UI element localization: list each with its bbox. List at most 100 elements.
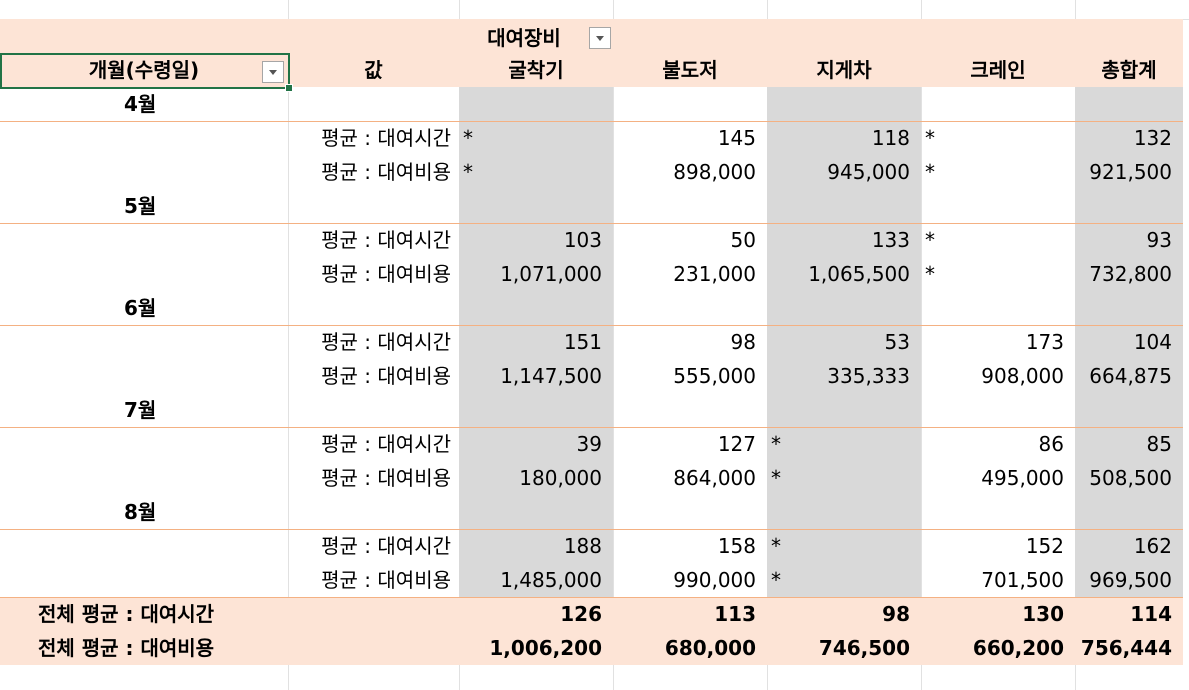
total-cell[interactable]: 98 xyxy=(882,602,910,626)
value-cell[interactable]: 945,000 xyxy=(827,160,910,184)
value-cell[interactable]: 701,500 xyxy=(981,568,1064,592)
column-header: 굴착기 xyxy=(508,58,564,82)
gridline xyxy=(613,0,614,690)
column-header: 불도저 xyxy=(662,58,718,82)
column-field-label: 대여장비 xyxy=(487,26,561,50)
month-divider xyxy=(0,223,1183,224)
value-cell[interactable]: 231,000 xyxy=(673,262,756,286)
total-cell[interactable]: 130 xyxy=(1022,602,1064,626)
values-header: 값 xyxy=(364,58,383,82)
column-highlight xyxy=(1075,87,1183,597)
measure-label: 평균 : 대여비용 xyxy=(321,466,451,490)
value-cell[interactable]: 50 xyxy=(730,228,756,252)
month-label[interactable]: 7월 xyxy=(124,398,157,422)
pivot-header-row-1: 대여장비 xyxy=(0,19,1183,53)
value-cell[interactable]: 132 xyxy=(1133,126,1172,150)
total-cell[interactable]: 756,444 xyxy=(1080,636,1172,660)
total-cell[interactable]: 660,200 xyxy=(972,636,1064,660)
value-cell[interactable]: 118 xyxy=(871,126,910,150)
column-highlight xyxy=(767,87,921,597)
total-cell[interactable]: 126 xyxy=(560,602,602,626)
value-cell[interactable]: 162 xyxy=(1133,534,1172,558)
value-cell[interactable]: 103 xyxy=(563,228,602,252)
value-cell[interactable]: 1,065,500 xyxy=(808,262,910,286)
total-cell[interactable]: 1,006,200 xyxy=(489,636,602,660)
value-cell[interactable]: * xyxy=(925,126,935,150)
value-cell[interactable]: 908,000 xyxy=(981,364,1064,388)
column-filter-dropdown-icon[interactable] xyxy=(589,27,611,49)
value-cell[interactable]: 104 xyxy=(1133,330,1172,354)
value-cell[interactable]: * xyxy=(771,466,781,490)
value-cell[interactable]: 173 xyxy=(1025,330,1064,354)
row-field-label: 개월(수령일) xyxy=(88,58,200,82)
value-cell[interactable]: 180,000 xyxy=(519,466,602,490)
value-cell[interactable]: 664,875 xyxy=(1089,364,1172,388)
value-cell[interactable]: * xyxy=(463,126,473,150)
grand-total-cost-row: 전체 평균 : 대여비용 1,006,200 680,000 746,500 6… xyxy=(0,631,1183,665)
value-cell[interactable]: 969,500 xyxy=(1089,568,1172,592)
value-cell[interactable]: 39 xyxy=(576,432,602,456)
value-cell[interactable]: * xyxy=(771,432,781,456)
value-cell[interactable]: 555,000 xyxy=(673,364,756,388)
value-cell[interactable]: 1,485,000 xyxy=(500,568,602,592)
value-cell[interactable]: * xyxy=(771,534,781,558)
month-label[interactable]: 8월 xyxy=(124,500,157,524)
column-header: 총합계 xyxy=(1101,58,1157,82)
value-cell[interactable]: 93 xyxy=(1146,228,1172,252)
value-cell[interactable]: 145 xyxy=(717,126,756,150)
value-cell[interactable]: * xyxy=(925,228,935,252)
measure-label: 평균 : 대여시간 xyxy=(321,330,451,354)
value-cell[interactable]: 508,500 xyxy=(1089,466,1172,490)
value-cell[interactable]: 158 xyxy=(717,534,756,558)
value-cell[interactable]: 1,071,000 xyxy=(500,262,602,286)
total-cell[interactable]: 680,000 xyxy=(664,636,756,660)
pivot-header-row-2: 개월(수령일) 값 굴착기 불도저 지게차 크레인 총합계 xyxy=(0,53,1183,87)
measure-label: 평균 : 대여비용 xyxy=(321,568,451,592)
value-cell[interactable]: 898,000 xyxy=(673,160,756,184)
total-cell[interactable]: 113 xyxy=(714,602,756,626)
column-header: 크레인 xyxy=(970,58,1026,82)
value-cell[interactable]: 127 xyxy=(717,432,756,456)
value-cell[interactable]: 86 xyxy=(1038,432,1064,456)
month-divider xyxy=(0,427,1183,428)
value-cell[interactable]: 990,000 xyxy=(673,568,756,592)
value-cell[interactable]: 921,500 xyxy=(1089,160,1172,184)
value-cell[interactable]: 335,333 xyxy=(827,364,910,388)
value-cell[interactable]: 495,000 xyxy=(981,466,1064,490)
measure-label: 평균 : 대여비용 xyxy=(321,262,451,286)
month-divider xyxy=(0,529,1183,530)
month-label[interactable]: 5월 xyxy=(124,194,157,218)
month-label[interactable]: 6월 xyxy=(124,296,157,320)
value-cell[interactable]: * xyxy=(925,160,935,184)
total-cell[interactable]: 746,500 xyxy=(818,636,910,660)
value-cell[interactable]: * xyxy=(463,160,473,184)
value-cell[interactable]: 864,000 xyxy=(673,466,756,490)
value-cell[interactable]: 732,800 xyxy=(1089,262,1172,286)
measure-label: 평균 : 대여비용 xyxy=(321,364,451,388)
gridline xyxy=(288,0,289,690)
value-cell[interactable]: 133 xyxy=(871,228,910,252)
measure-label: 평균 : 대여시간 xyxy=(321,228,451,252)
month-divider xyxy=(0,325,1183,326)
value-cell[interactable]: 1,147,500 xyxy=(500,364,602,388)
value-cell[interactable]: 188 xyxy=(563,534,602,558)
measure-label: 평균 : 대여시간 xyxy=(321,534,451,558)
total-cell[interactable]: 114 xyxy=(1130,602,1172,626)
grand-total-time-row: 전체 평균 : 대여시간 126 113 98 130 114 xyxy=(0,597,1183,631)
column-highlight xyxy=(459,87,613,597)
value-cell[interactable]: * xyxy=(771,568,781,592)
value-cell[interactable]: 85 xyxy=(1146,432,1172,456)
measure-label: 평균 : 대여시간 xyxy=(321,126,451,150)
value-cell[interactable]: 98 xyxy=(730,330,756,354)
selected-cell[interactable] xyxy=(0,53,293,92)
row-filter-dropdown-icon[interactable] xyxy=(262,61,284,83)
value-cell[interactable]: 152 xyxy=(1025,534,1064,558)
month-divider xyxy=(0,121,1183,122)
value-cell[interactable]: 53 xyxy=(884,330,910,354)
grand-total-time-label: 전체 평균 : 대여시간 xyxy=(38,602,215,626)
month-label[interactable]: 4월 xyxy=(124,92,157,116)
grand-total-cost-label: 전체 평균 : 대여비용 xyxy=(38,636,215,660)
value-cell[interactable]: * xyxy=(925,262,935,286)
value-cell[interactable]: 151 xyxy=(563,330,602,354)
